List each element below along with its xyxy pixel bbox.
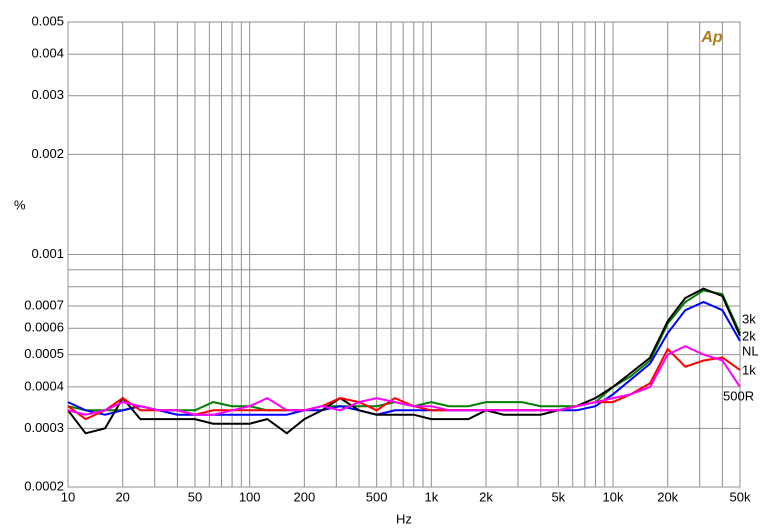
logo: Ap — [700, 29, 723, 46]
series-label: 500R — [723, 388, 754, 403]
y-tick-label: 0.0002 — [24, 478, 64, 493]
y-tick-label: 0.0006 — [24, 320, 64, 335]
x-tick-label: 10 — [61, 489, 75, 504]
y-axis-label: % — [14, 197, 26, 212]
series-label: 2k — [742, 328, 756, 343]
y-tick-label: 0.004 — [31, 46, 64, 61]
y-tick-label: 0.005 — [31, 13, 64, 28]
x-tick-label: 20k — [657, 489, 678, 504]
series-label: NL — [742, 343, 759, 358]
y-tick-label: 0.003 — [31, 87, 64, 102]
series-line — [67, 300, 741, 416]
y-tick-label: 0.0003 — [24, 420, 64, 435]
y-tick-label: 0.0004 — [24, 378, 64, 393]
series-line — [67, 287, 741, 435]
x-tick-label: 100 — [239, 489, 261, 504]
x-tick-label: 10k — [603, 489, 624, 504]
x-tick-label: 20 — [115, 489, 129, 504]
y-tick-label: 0.0007 — [24, 297, 64, 312]
series-line — [67, 345, 741, 416]
series-label: 3k — [742, 311, 756, 326]
y-tick-label: 0.002 — [31, 146, 64, 161]
x-tick-label: 200 — [294, 489, 316, 504]
series-label: 1k — [742, 362, 756, 377]
y-tick-label: 0.001 — [31, 246, 64, 261]
x-tick-label: 2k — [479, 489, 493, 504]
y-tick-label: 0.0005 — [24, 346, 64, 361]
x-tick-label: 50 — [188, 489, 202, 504]
x-axis-label: Hz — [396, 511, 412, 526]
x-tick-label: 500 — [366, 489, 388, 504]
x-tick-label: 5k — [551, 489, 565, 504]
x-tick-label: 1k — [424, 489, 438, 504]
x-tick-label: 50k — [730, 489, 751, 504]
